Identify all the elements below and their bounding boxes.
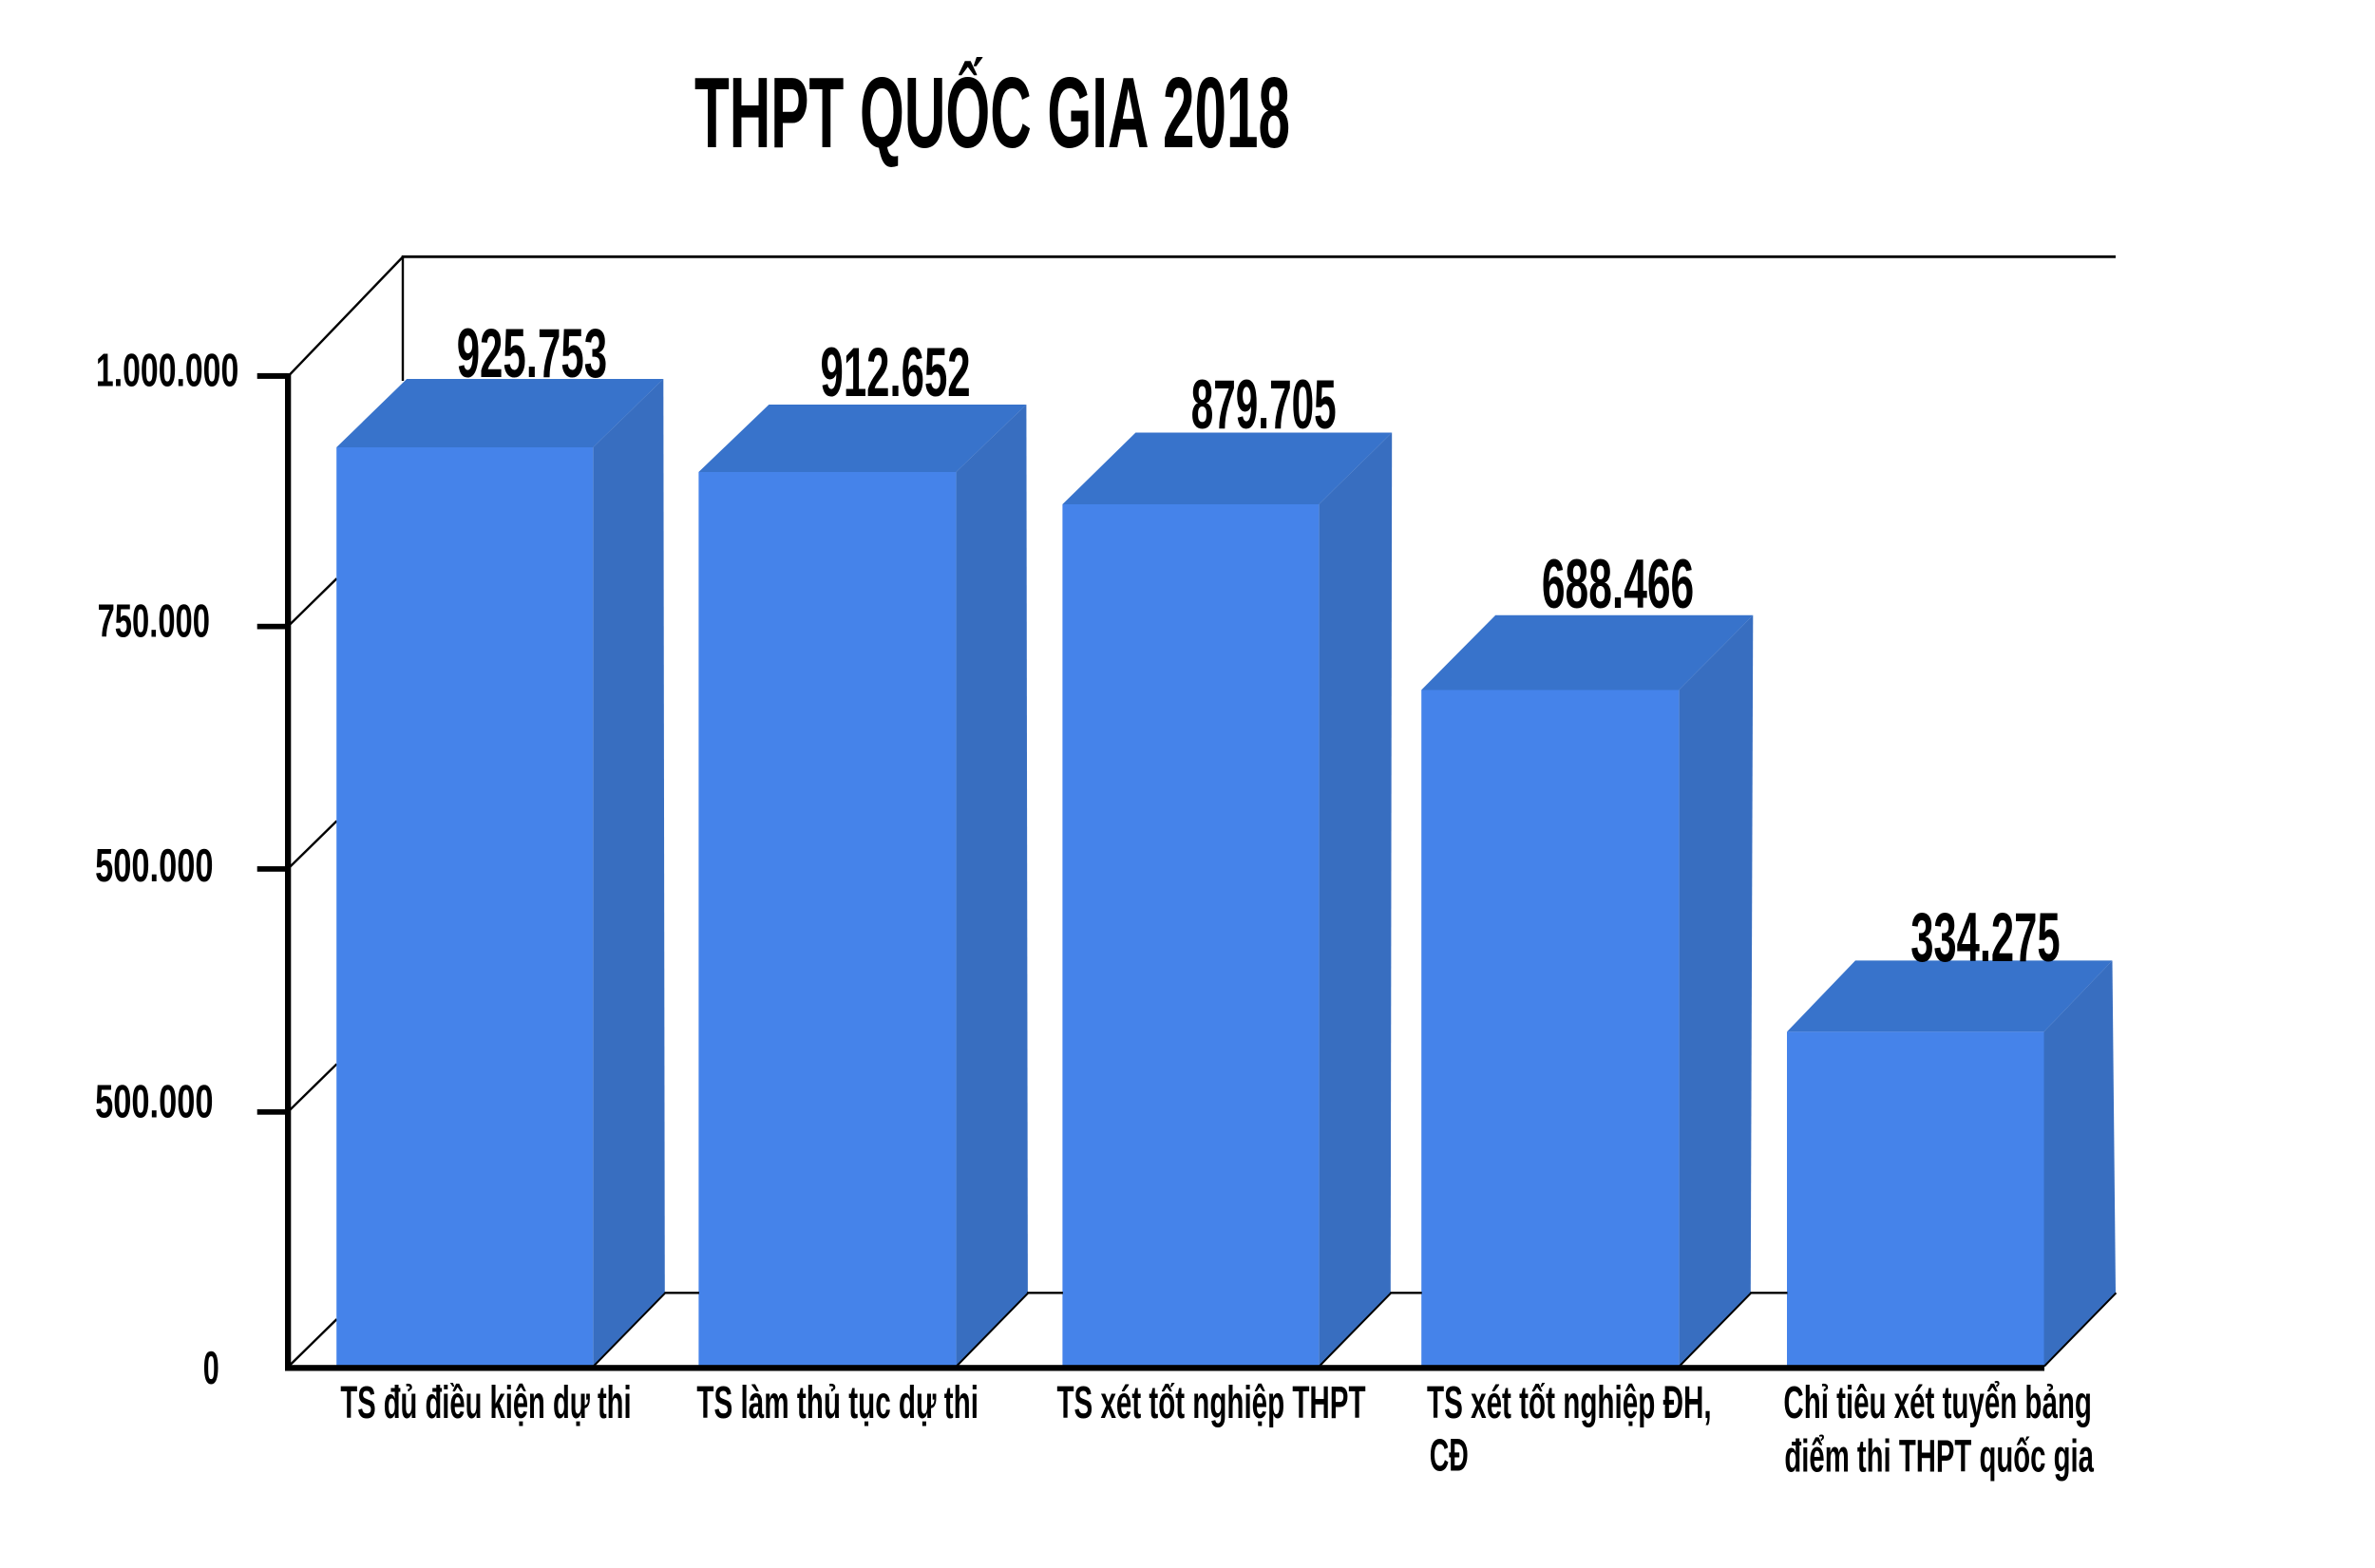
svg-text:TS xét tốt nghiệp ĐH,: TS xét tốt nghiệp ĐH, [1427, 1378, 1712, 1428]
svg-text:688.466: 688.466 [1542, 546, 1694, 623]
svg-text:500.000: 500.000 [95, 1076, 214, 1128]
svg-text:925.753: 925.753 [457, 315, 607, 392]
svg-text:TS làm thủ tục dự thi: TS làm thủ tục dự thi [696, 1378, 978, 1428]
svg-text:750.000: 750.000 [98, 595, 210, 648]
svg-text:TS xét tốt nghiệp THPT: TS xét tốt nghiệp THPT [1057, 1378, 1366, 1428]
svg-text:THPT QUỐC GIA 2018: THPT QUỐC GIA 2018 [694, 57, 1290, 169]
svg-text:1.000.000: 1.000.000 [96, 344, 238, 396]
svg-text:500.000: 500.000 [95, 840, 214, 892]
svg-text:CĐ: CĐ [1430, 1431, 1469, 1482]
svg-text:334.275: 334.275 [1910, 899, 2060, 976]
svg-text:0: 0 [203, 1342, 219, 1394]
svg-text:912.652: 912.652 [821, 334, 971, 411]
svg-text:TS đủ điều kiện dự thi: TS đủ điều kiện dự thi [340, 1378, 631, 1428]
svg-text:điểm thi THPT quốc gia: điểm thi THPT quốc gia [1784, 1432, 2094, 1483]
svg-text:Chỉ tiêu xét tuyển bảng: Chỉ tiêu xét tuyển bảng [1783, 1378, 2091, 1428]
svg-text:879.705: 879.705 [1191, 367, 1337, 444]
